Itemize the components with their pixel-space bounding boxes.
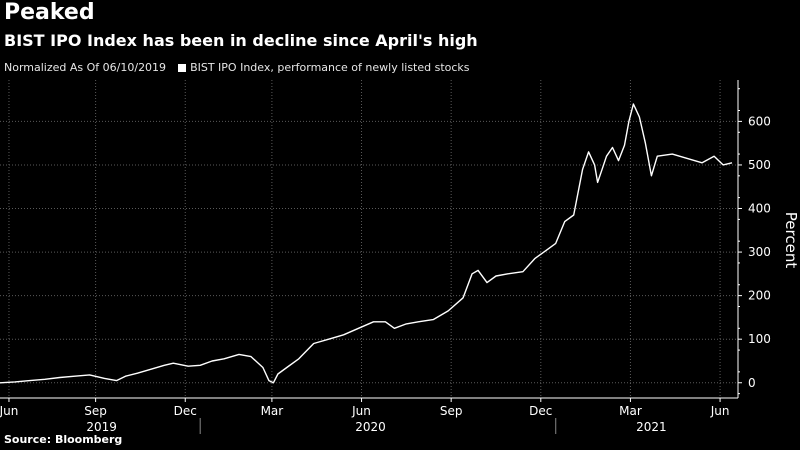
y-tick-label: 300 [748,245,771,259]
series-line [0,103,733,384]
source-note: Source: Bloomberg [4,433,123,446]
chart-title: Peaked [4,0,95,25]
y-axis: 0 100 200 300 400 500 600 [737,80,771,398]
y-tick-label: 200 [748,289,771,303]
gridlines [0,80,738,398]
x-tick-label: Dec [529,404,552,418]
x-tick-label: Jun [351,404,371,418]
x-tick-label: Jun [710,404,730,418]
y-tick-label: 400 [748,202,771,216]
x-tick-label: Mar [619,404,642,418]
x-tick-label: Mar [261,404,284,418]
year-label: 2021 [636,420,667,434]
year-label: 2019 [86,420,117,434]
x-tick-label: Jun [0,404,18,418]
x-axis: Jun Sep Dec Mar Jun Sep Dec Mar Jun 2019 2020 2021 [0,397,738,434]
x-tick-label: Dec [174,404,197,418]
y-tick-label: 500 [748,158,771,172]
legend-series-label: BIST IPO Index, performance of newly lis… [190,61,470,74]
chart-subtitle: BIST IPO Index has been in decline since… [4,31,478,50]
x-tick-label: Sep [84,404,107,418]
y-axis-title: Percent [782,212,800,269]
y-tick-label: 0 [748,376,756,390]
normalized-note: Normalized As Of 06/10/2019 [4,61,167,74]
legend-swatch-icon [178,63,187,72]
legend: Normalized As Of 06/10/2019 BIST IPO Ind… [4,61,470,74]
x-tick-label: Sep [440,404,463,418]
y-tick-label: 100 [748,332,771,346]
series-group [0,103,733,384]
year-label: 2020 [355,420,386,434]
y-tick-label: 600 [748,114,771,128]
